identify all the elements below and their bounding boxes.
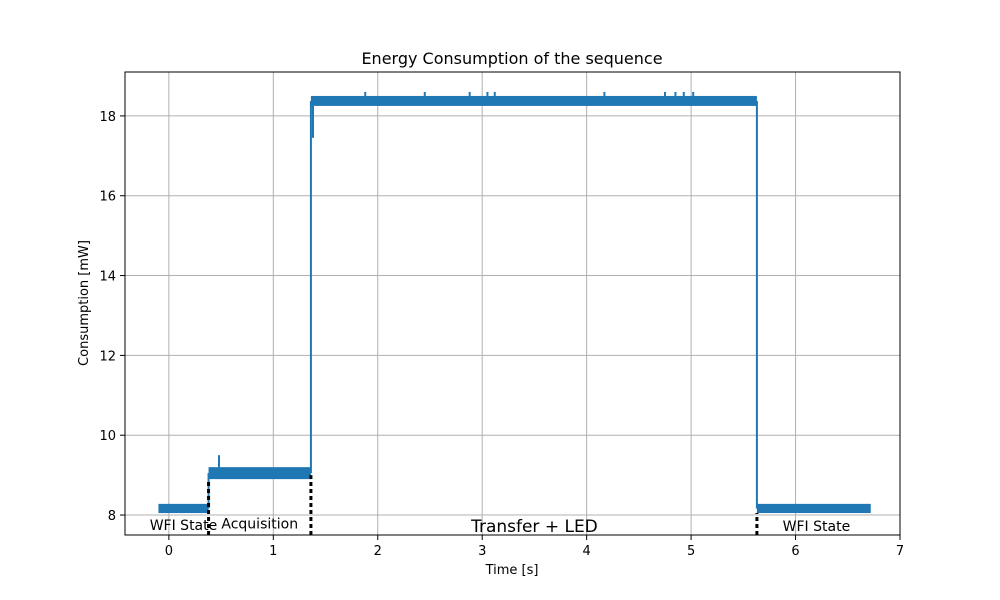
x-axis-label: Time [s] xyxy=(485,563,539,578)
x-tick-label: 0 xyxy=(165,544,173,559)
segment-band-4 xyxy=(756,503,871,514)
phase-labels: WFI State Acquisition Transfer + LED WFI St… xyxy=(150,517,850,537)
data-series xyxy=(158,91,871,514)
y-tick-label: 14 xyxy=(99,270,116,285)
y-axis-label: Consumption [mW] xyxy=(77,240,92,366)
phase-label-1: WFI State xyxy=(150,518,218,534)
grid xyxy=(125,72,901,535)
x-tick-label: 3 xyxy=(478,544,486,559)
x-tick-label: 5 xyxy=(687,544,695,559)
segment-band-2 xyxy=(208,467,311,480)
x-tick-label: 1 xyxy=(269,544,277,559)
phase-label-3: Transfer + LED xyxy=(470,517,598,537)
y-tick-label: 8 xyxy=(108,509,116,524)
y-tick-label: 10 xyxy=(99,429,116,444)
x-tick-label: 6 xyxy=(791,544,799,559)
chart-title: Energy Consumption of the sequence xyxy=(361,49,662,68)
phase-label-4: WFI State xyxy=(783,519,851,535)
segment-band-1 xyxy=(158,503,209,514)
y-tick-label: 16 xyxy=(99,190,116,205)
x-tick-label: 7 xyxy=(896,544,904,559)
x-tick-label: 4 xyxy=(583,544,591,559)
y-tick-label: 18 xyxy=(99,110,116,125)
y-tick-label: 12 xyxy=(99,349,116,364)
phase-dividers xyxy=(207,475,759,535)
plot-frame xyxy=(124,71,901,536)
x-tick-label: 2 xyxy=(374,544,382,559)
segment-band-3 xyxy=(310,95,757,106)
phase-label-2: Acquisition xyxy=(221,517,298,533)
